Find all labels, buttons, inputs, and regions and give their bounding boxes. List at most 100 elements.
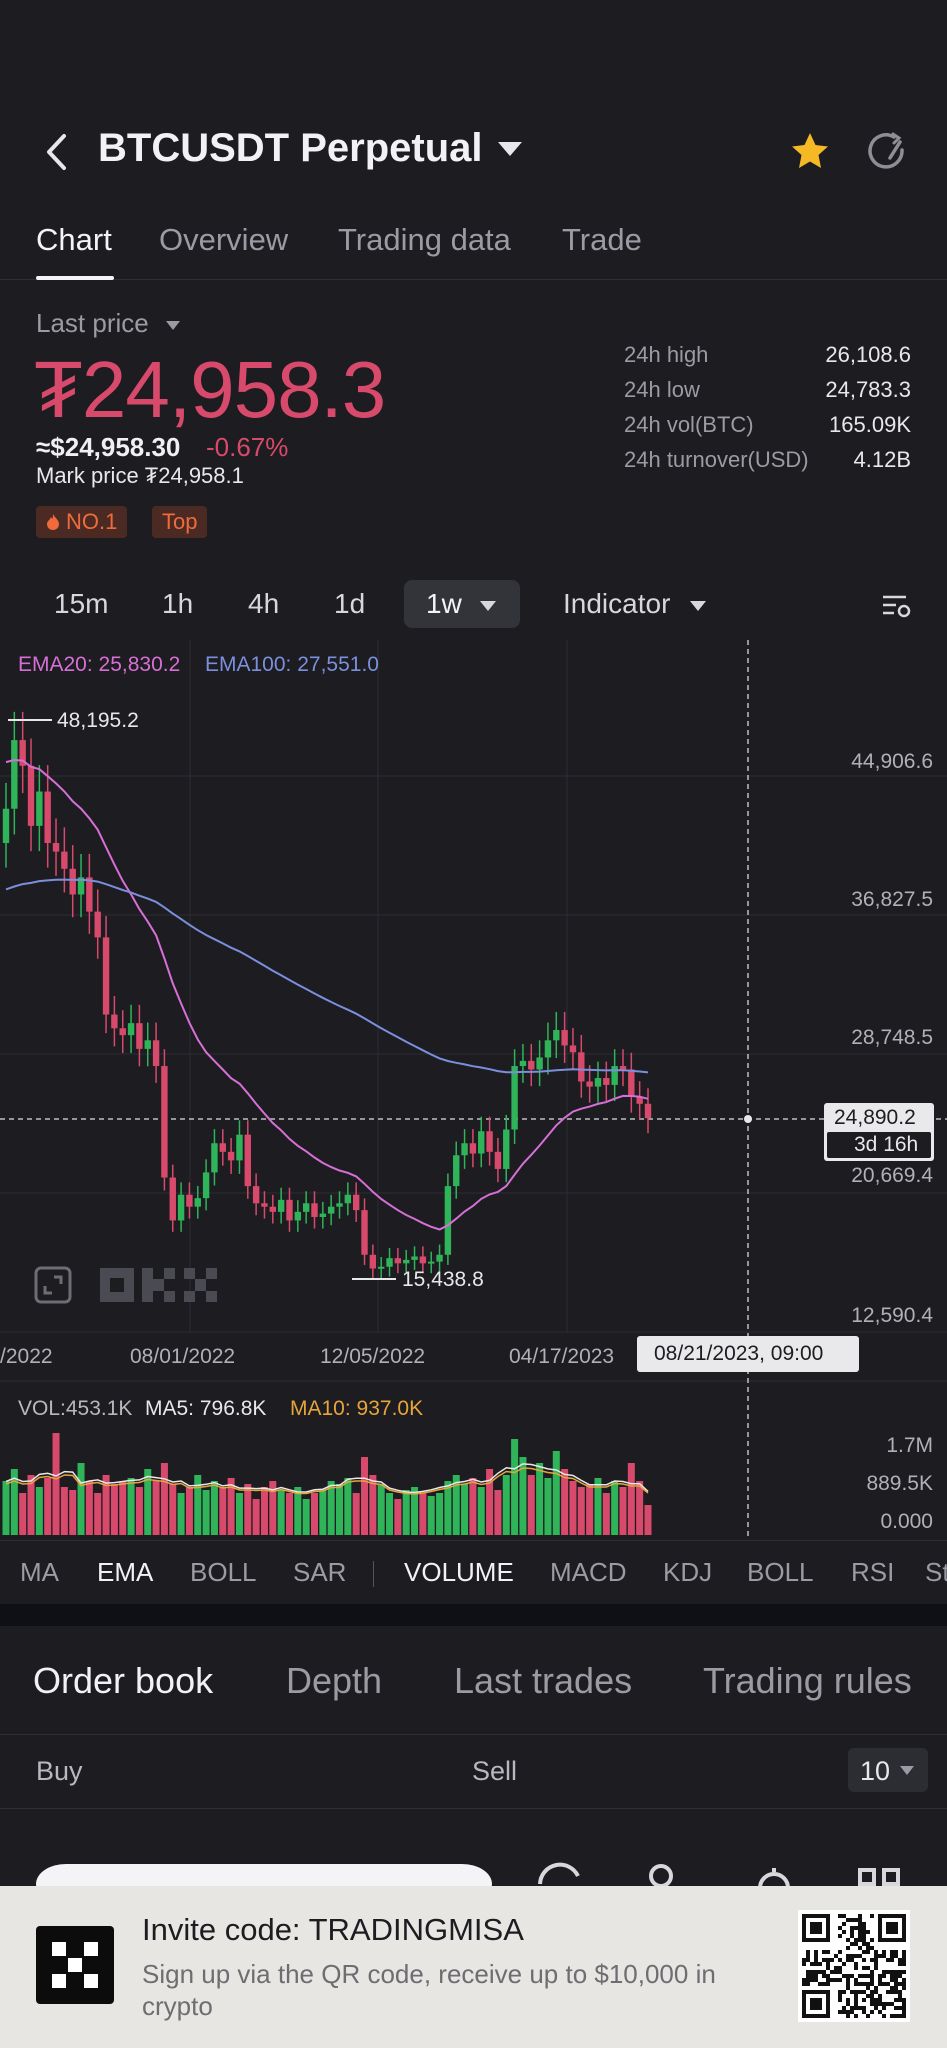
main-tabs: Chart Overview Trading data Trade bbox=[0, 218, 947, 280]
interval-15m[interactable]: 15m bbox=[54, 588, 109, 619]
tab-trading-rules[interactable]: Trading rules bbox=[703, 1660, 912, 1701]
x-tick: 04/17/2023 bbox=[509, 1345, 615, 1368]
qr-module bbox=[846, 2014, 850, 2018]
star-icon[interactable] bbox=[786, 128, 834, 176]
section-divider bbox=[0, 1604, 947, 1626]
candle-body bbox=[44, 791, 51, 844]
qr-module bbox=[858, 1914, 862, 1918]
chevron-down-icon[interactable] bbox=[690, 601, 706, 611]
tab-trade[interactable]: Trade bbox=[562, 222, 642, 257]
interval-1h[interactable]: 1h bbox=[162, 588, 194, 619]
ma10-line bbox=[5, 1467, 649, 1495]
tab-depth[interactable]: Depth bbox=[286, 1660, 383, 1701]
volume-bar bbox=[552, 1451, 560, 1535]
indicator-stoch[interactable]: St bbox=[925, 1557, 947, 1587]
volume-bar bbox=[377, 1484, 385, 1535]
qr-module bbox=[854, 1918, 858, 1922]
qr-module bbox=[862, 1938, 866, 1942]
chevron-down-icon[interactable] bbox=[498, 142, 522, 156]
tab-overview[interactable]: Overview bbox=[159, 222, 289, 257]
qr-module bbox=[826, 1966, 830, 1970]
indicator-macd[interactable]: MACD bbox=[550, 1557, 627, 1587]
indicator-ema[interactable]: EMA bbox=[97, 1557, 154, 1587]
qr-module bbox=[802, 1958, 806, 1962]
volume-bar bbox=[511, 1439, 519, 1535]
volume-bar bbox=[177, 1493, 185, 1535]
refresh-icon[interactable] bbox=[864, 128, 912, 176]
last-price-label[interactable]: Last price bbox=[36, 308, 149, 338]
qr-module bbox=[854, 1994, 858, 1998]
depth-select[interactable]: 10 bbox=[848, 1748, 928, 1792]
fullscreen-icon[interactable] bbox=[34, 1266, 72, 1304]
tab-order-book[interactable]: Order book bbox=[33, 1660, 214, 1701]
back-icon[interactable] bbox=[36, 130, 76, 174]
qr-module bbox=[846, 1918, 850, 1922]
qr-module bbox=[862, 2006, 866, 2010]
qr-module bbox=[858, 1946, 862, 1950]
tab-chart[interactable]: Chart bbox=[36, 222, 112, 257]
qr-module bbox=[858, 1954, 862, 1958]
indicator-volume[interactable]: VOLUME bbox=[404, 1557, 514, 1587]
chevron-down-icon[interactable] bbox=[480, 601, 496, 611]
page-title[interactable]: BTCUSDT Perpetual bbox=[98, 126, 483, 170]
usd-price: ≈$24,958.30 bbox=[36, 432, 181, 462]
interval-selected[interactable] bbox=[404, 580, 520, 628]
stat-label: 24h high bbox=[624, 342, 709, 367]
volume-bar bbox=[402, 1490, 410, 1535]
buy-column-label: Buy bbox=[36, 1756, 83, 1786]
candle-body bbox=[636, 1096, 643, 1104]
qr-module bbox=[878, 1974, 882, 1978]
volume-bar bbox=[602, 1493, 610, 1535]
tab-trading-data[interactable]: Trading data bbox=[338, 222, 511, 257]
candle-body bbox=[644, 1103, 652, 1119]
indicator-rsi[interactable]: RSI bbox=[851, 1557, 895, 1587]
indicator-button[interactable]: Indicator bbox=[563, 588, 671, 619]
interval-1d[interactable]: 1d bbox=[334, 588, 366, 619]
qr-module bbox=[830, 1958, 834, 1962]
interval-1w[interactable]: 1w bbox=[426, 588, 462, 619]
qr-module bbox=[866, 1986, 870, 1990]
qr-module bbox=[874, 1958, 878, 1962]
candle-body bbox=[578, 1052, 585, 1082]
qr-module bbox=[806, 1950, 810, 1954]
qr-module bbox=[814, 1954, 818, 1958]
qr-module bbox=[858, 1990, 862, 1994]
qr-module bbox=[854, 1998, 858, 2002]
qr-module bbox=[822, 1974, 826, 1978]
indicator-ma[interactable]: MA bbox=[20, 1557, 59, 1587]
indicator-sar[interactable]: SAR bbox=[293, 1557, 347, 1587]
volume-bar bbox=[110, 1484, 118, 1535]
volume-bar bbox=[235, 1493, 243, 1535]
interval-4h[interactable]: 4h bbox=[248, 588, 280, 619]
qr-module bbox=[850, 1930, 854, 1934]
indicator-kdj[interactable]: KDJ bbox=[663, 1557, 713, 1587]
qr-module bbox=[882, 1974, 886, 1978]
candle-body bbox=[244, 1134, 251, 1187]
caret-down-icon[interactable] bbox=[166, 321, 180, 330]
qr-module bbox=[806, 1982, 810, 1986]
volume-bar bbox=[94, 1493, 102, 1535]
qr-module bbox=[898, 1974, 902, 1978]
tab-last-trades[interactable]: Last trades bbox=[454, 1660, 633, 1701]
qr-module bbox=[806, 1958, 810, 1962]
indicator-boll[interactable]: BOLL bbox=[190, 1557, 257, 1587]
rank-badge[interactable]: NO.1 bbox=[36, 506, 128, 538]
invite-banner[interactable] bbox=[0, 1886, 947, 2048]
ema20-line bbox=[5, 758, 649, 1231]
qr-module bbox=[870, 1946, 874, 1950]
candlestick-chart[interactable] bbox=[0, 640, 947, 1540]
candle-body bbox=[61, 851, 68, 869]
qr-module bbox=[870, 1974, 874, 1978]
chart-settings-icon[interactable] bbox=[880, 590, 912, 622]
volume-bar bbox=[644, 1505, 652, 1535]
indicator-boll-sub[interactable]: BOLL bbox=[747, 1557, 814, 1587]
top-badge[interactable]: Top bbox=[152, 506, 208, 538]
qr-module bbox=[890, 1970, 894, 1974]
qr-module bbox=[854, 1978, 858, 1982]
y-tick: 36,827.5 bbox=[851, 888, 933, 911]
qr-module bbox=[902, 1962, 906, 1966]
qr-module bbox=[890, 2014, 894, 2018]
qr-module bbox=[854, 1926, 858, 1930]
volume-bar bbox=[127, 1478, 135, 1535]
candle-body bbox=[152, 1040, 160, 1067]
